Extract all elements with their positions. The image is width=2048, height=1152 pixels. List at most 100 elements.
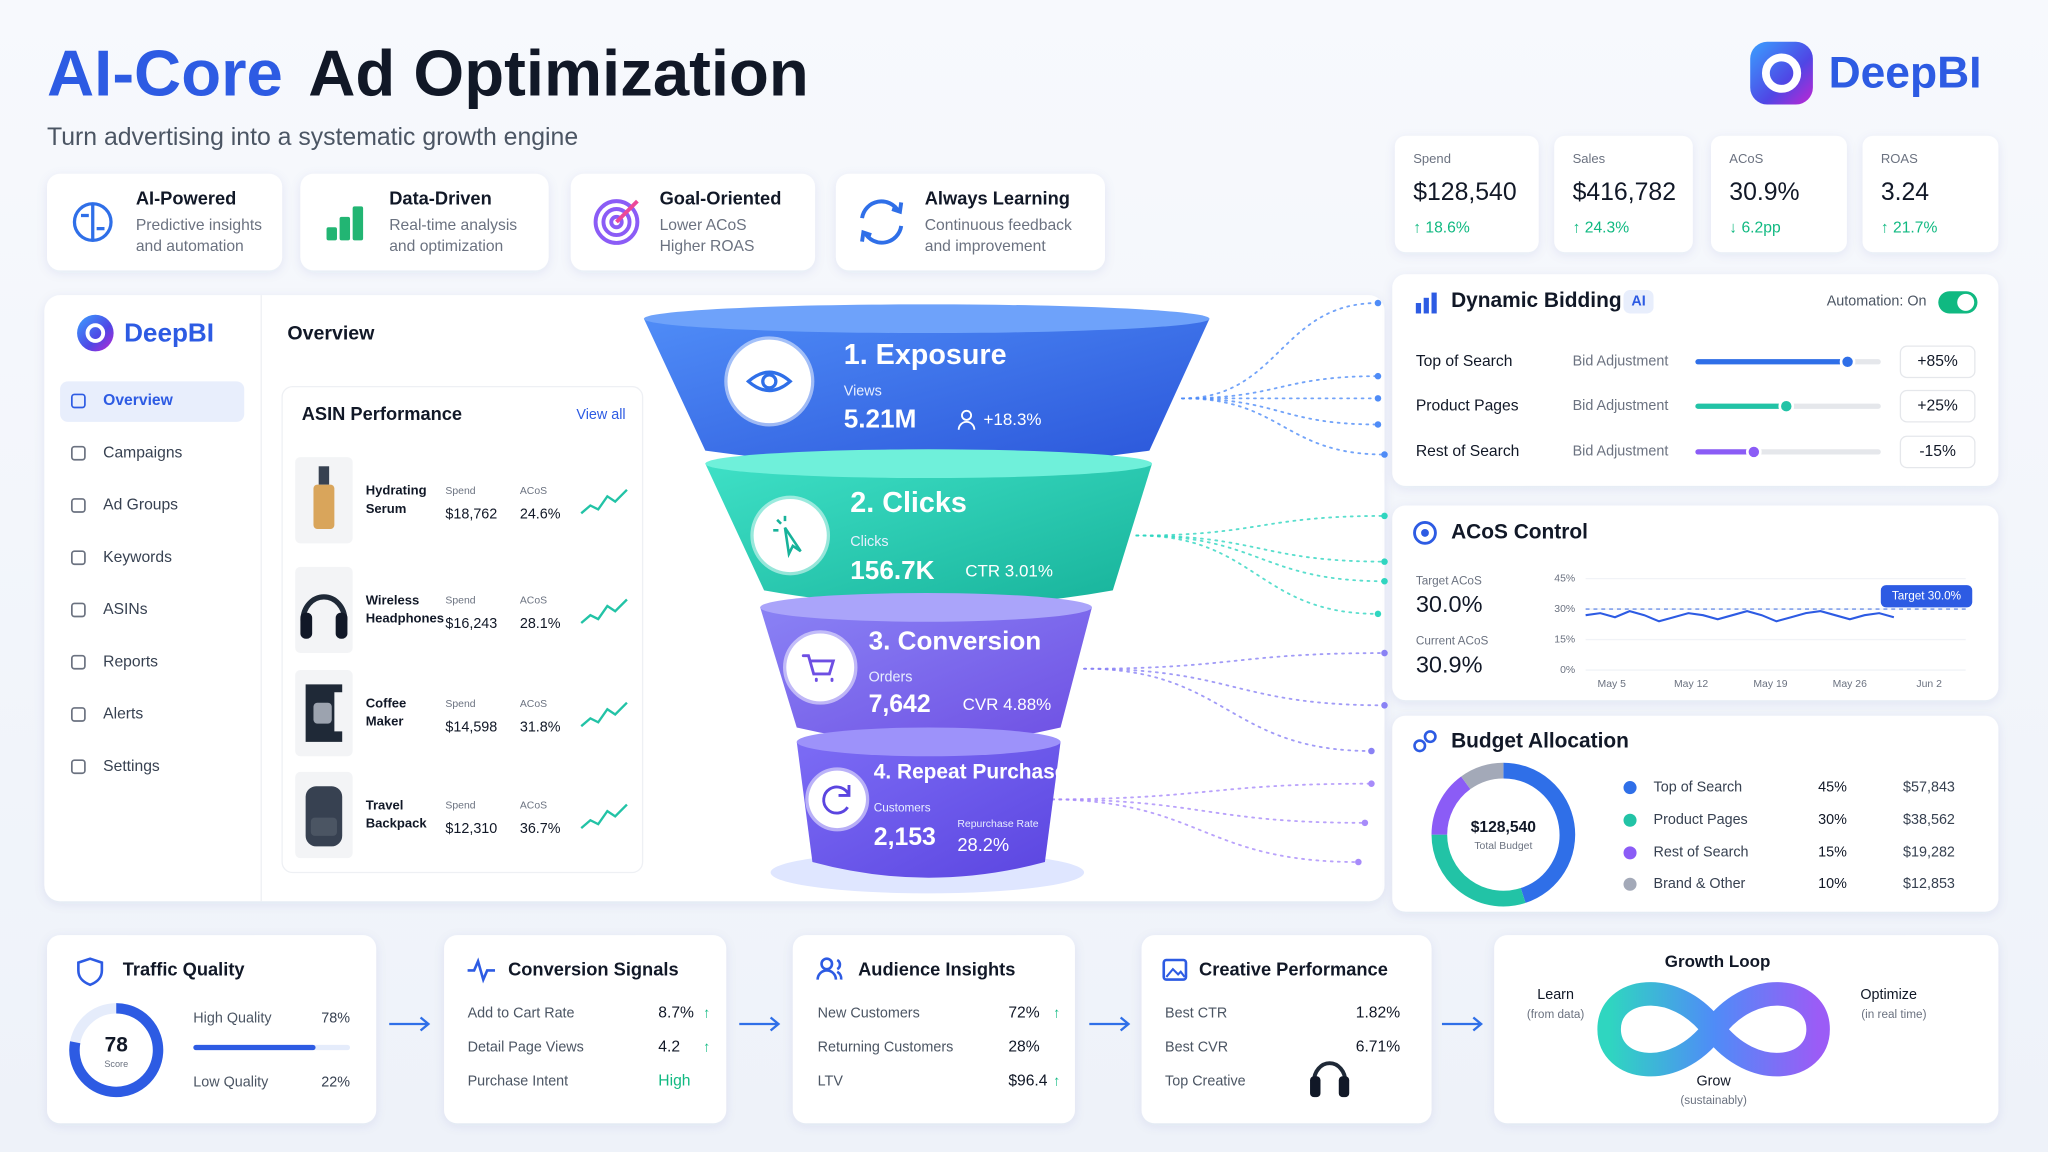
slider-knob[interactable] bbox=[1745, 444, 1762, 460]
row-name: High Quality bbox=[193, 1011, 272, 1027]
y-tick-label: 15% bbox=[1554, 634, 1575, 645]
connector bbox=[1181, 397, 1386, 456]
asin-card bbox=[281, 385, 644, 874]
legend-amount: $38,562 bbox=[1903, 812, 1955, 828]
nav-item: Campaigns bbox=[103, 444, 182, 461]
feature-title: Data-Driven bbox=[389, 188, 492, 209]
metric-value: $14,598 bbox=[445, 719, 497, 735]
nav-active bbox=[60, 381, 245, 422]
funnel-title: 1. Exposure bbox=[844, 339, 1007, 371]
section-title: Overview bbox=[287, 323, 375, 345]
creative-thumb bbox=[1338, 1076, 1350, 1098]
icon bbox=[601, 207, 632, 238]
card bbox=[1394, 135, 1539, 253]
row-name: Returning Customers bbox=[818, 1039, 954, 1055]
product-name: Serum bbox=[366, 501, 407, 516]
row-value: 28% bbox=[1008, 1039, 1039, 1056]
sparkline bbox=[580, 803, 628, 829]
row-name: Best CVR bbox=[1165, 1039, 1228, 1055]
nav-item: Settings bbox=[103, 758, 160, 775]
kpi-value: 3.24 bbox=[1881, 179, 1929, 206]
icon bbox=[1413, 739, 1427, 753]
row-name: Best CTR bbox=[1165, 1005, 1227, 1021]
legend-share: 45% bbox=[1818, 779, 1847, 795]
connector bbox=[1043, 798, 1360, 863]
donut-label: Total Budget bbox=[1474, 841, 1532, 852]
connector-dot bbox=[1381, 558, 1388, 565]
donut-segment bbox=[1503, 762, 1576, 903]
icon bbox=[1413, 521, 1437, 545]
icon bbox=[816, 958, 843, 980]
row-name: Top of Search bbox=[1416, 353, 1513, 370]
legend-share: 30% bbox=[1818, 812, 1847, 828]
connector-dot bbox=[1374, 421, 1382, 428]
funnel-top bbox=[760, 592, 1092, 622]
card bbox=[570, 173, 816, 271]
x-tick-label: May 26 bbox=[1833, 679, 1867, 690]
subtitle: Turn advertising into a systematic growt… bbox=[47, 124, 578, 151]
card bbox=[300, 173, 549, 271]
legend-dot bbox=[1623, 781, 1637, 795]
feature-text: Predictive insights bbox=[136, 217, 262, 234]
card bbox=[1392, 715, 1999, 912]
connector bbox=[1181, 375, 1379, 400]
creative-thumb bbox=[1312, 1061, 1348, 1082]
loop-note: (from data) bbox=[1527, 1008, 1585, 1021]
product-name: Maker bbox=[366, 714, 404, 729]
donut-segment bbox=[1461, 762, 1504, 790]
icon bbox=[957, 421, 976, 430]
connector bbox=[1135, 534, 1386, 583]
slider-knob[interactable] bbox=[1839, 353, 1856, 370]
row-name: Product Pages bbox=[1416, 397, 1519, 414]
funnel-layer bbox=[796, 741, 1061, 878]
feature-text: Lower ACoS bbox=[660, 217, 747, 234]
feature-title: Always Learning bbox=[925, 188, 1070, 209]
product bbox=[335, 612, 348, 639]
y-tick-label: 30% bbox=[1554, 604, 1575, 615]
icon bbox=[773, 515, 802, 559]
acos-line bbox=[1585, 610, 1895, 623]
badge bbox=[1623, 289, 1654, 314]
row-name: Purchase Intent bbox=[468, 1073, 569, 1089]
row-name: LTV bbox=[818, 1073, 844, 1089]
donut-segment bbox=[1431, 776, 1471, 835]
kpi-value: $416,782 bbox=[1573, 179, 1676, 206]
connector-dot bbox=[1381, 512, 1388, 520]
feature-title: Goal-Oriented bbox=[660, 188, 782, 209]
nav-item: Alerts bbox=[103, 706, 143, 723]
value-box bbox=[1899, 435, 1976, 469]
icon bbox=[77, 957, 104, 987]
connector-dot bbox=[1381, 451, 1388, 458]
score-ring bbox=[69, 1003, 164, 1098]
nav-icon bbox=[70, 498, 86, 513]
metric-label: Spend bbox=[445, 699, 475, 710]
kpi-change: ↑ 18.6% bbox=[1413, 220, 1470, 237]
funnel-top bbox=[643, 304, 1210, 334]
icon bbox=[1431, 292, 1437, 314]
funnel-extra: CTR 3.01% bbox=[965, 562, 1053, 581]
funnel-extra: CVR 4.88% bbox=[963, 695, 1052, 714]
title-accent: AI-Core bbox=[47, 37, 283, 110]
connector bbox=[1083, 667, 1386, 707]
growth-loop bbox=[1597, 982, 1830, 1077]
funnel-metric: 5.21M bbox=[844, 403, 917, 433]
slider-knob[interactable] bbox=[1778, 398, 1795, 415]
kpi-label: Spend bbox=[1413, 151, 1451, 166]
loop-note: (sustainably) bbox=[1680, 1094, 1747, 1107]
trend: ↑ bbox=[1053, 1073, 1060, 1089]
nav-icon bbox=[70, 654, 86, 670]
card bbox=[47, 173, 283, 271]
product-name: Wireless bbox=[366, 592, 420, 607]
row-value: 72% bbox=[1008, 1005, 1039, 1022]
funnel-title: 4. Repeat Purchase bbox=[874, 761, 1067, 784]
icon bbox=[761, 373, 778, 390]
kpi-change: ↑ 24.3% bbox=[1573, 220, 1630, 237]
metric-label: ACoS bbox=[520, 486, 547, 497]
icon bbox=[1423, 297, 1429, 314]
card bbox=[1554, 135, 1693, 253]
icon bbox=[339, 216, 351, 241]
card bbox=[444, 935, 727, 1124]
feature-text: and improvement bbox=[925, 238, 1047, 255]
loop-label: Learn bbox=[1537, 987, 1574, 1003]
legend-share: 15% bbox=[1818, 845, 1847, 861]
